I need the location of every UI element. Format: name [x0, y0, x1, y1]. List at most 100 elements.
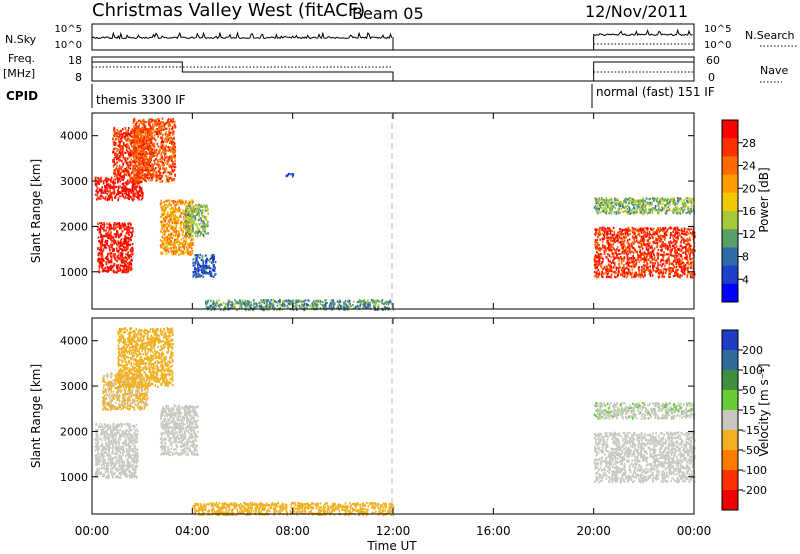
- velocity-cbar-swatch-0: [722, 330, 738, 351]
- power-cbar-tick-5: 8: [742, 251, 749, 264]
- power-region-9: [593, 226, 696, 279]
- power-heatmap: [94, 117, 696, 312]
- power-cbar-tick-6: 4: [742, 273, 749, 286]
- nave-tick-right-bottom: 0: [708, 71, 715, 84]
- velocity-cbar-tick-4: -15: [742, 424, 760, 437]
- time-tick-4: 16:00: [476, 524, 511, 538]
- power-region-0: [94, 176, 144, 202]
- power-region-8: [205, 299, 395, 312]
- velocity-y-label: Slant Range [km]: [29, 364, 43, 468]
- nsearch-label: N.Search: [745, 29, 795, 42]
- power-y-axis: 4000 3000 2000 1000: [60, 130, 694, 279]
- velocity-cbar-tick-2: 50: [742, 384, 756, 397]
- velocity-cbar-swatch-1: [722, 350, 738, 371]
- velocity-cbar-swatch-4: [722, 410, 738, 431]
- velocity-region-0: [94, 422, 139, 479]
- power-cbar-swatch-7: [722, 247, 738, 267]
- nsky-tick-right-top: 10^5: [704, 24, 731, 35]
- power-cbar-swatch-6: [722, 229, 738, 248]
- time-tick-6: 00:00: [677, 524, 712, 538]
- velocity-cbar-tick-1: 100: [742, 364, 763, 377]
- time-tick-5: 20:00: [576, 524, 611, 538]
- power-panel: 4000 3000 2000 1000 Slant Range [km]: [29, 112, 696, 312]
- velocity-y-tick: 2000: [60, 425, 88, 438]
- power-cbar-swatch-1: [722, 138, 738, 157]
- velocity-colorbar: 200 100 50 15 -15 -50 -100 -200: [721, 329, 767, 511]
- power-y-tick: 2000: [60, 220, 88, 233]
- freq-tick-left-bottom: 8: [75, 71, 82, 84]
- freq-panel: Freq. [MHz] 18 8 60 0 Nave: [3, 52, 788, 84]
- time-tick-0: 00:00: [75, 524, 110, 538]
- nave-label: Nave: [760, 64, 788, 77]
- velocity-y-tick: 4000: [60, 335, 88, 348]
- freq-label: Freq.: [8, 52, 35, 65]
- nsky-label: N.Sky: [5, 33, 37, 46]
- velocity-cbar-swatch-6: [722, 450, 738, 471]
- velocity-region-2: [117, 327, 174, 389]
- power-cbar-tick-0: 28: [742, 137, 756, 150]
- date-label: 12/Nov/2011: [585, 2, 688, 21]
- cpid-row: CPID themis 3300 IF normal (fast) 151 IF: [6, 84, 715, 108]
- velocity-colorbar-label: Velocity [m s⁻¹]: [757, 363, 771, 456]
- power-cbar-tick-3: 16: [742, 205, 756, 218]
- velocity-cbar-swatch-5: [722, 430, 738, 451]
- power-cbar-swatch-9: [722, 283, 738, 303]
- nsky-tick-right-bottom: 10^0: [704, 40, 731, 51]
- velocity-region-5: [593, 431, 696, 484]
- power-region-5: [185, 203, 209, 238]
- power-y-tick: 1000: [60, 266, 88, 279]
- power-cbar-swatch-0: [722, 120, 738, 139]
- power-cbar-swatch-8: [722, 265, 738, 285]
- power-cbar-swatch-5: [722, 211, 738, 230]
- velocity-cbar-swatch-7: [722, 470, 738, 491]
- power-region-10: [593, 196, 695, 215]
- velocity-region-3: [159, 404, 199, 457]
- power-region-6: [192, 253, 217, 279]
- nsky-trace: [91, 28, 694, 50]
- nsky-tick-left-top: 10^5: [55, 24, 82, 35]
- velocity-heatmap: [94, 327, 696, 517]
- nsky-tick-left-bottom: 10^0: [55, 40, 82, 51]
- power-y-tick: 4000: [60, 130, 88, 143]
- velocity-cbar-tick-7: -200: [742, 484, 767, 497]
- time-axis-label: Time UT: [366, 539, 417, 553]
- power-y-label: Slant Range [km]: [29, 159, 43, 263]
- velocity-cbar-tick-0: 200: [742, 344, 763, 357]
- freq-tick-left-top: 18: [68, 54, 82, 67]
- power-cbar-swatch-3: [722, 174, 738, 194]
- velocity-y-tick: 1000: [60, 471, 88, 484]
- power-cbar-tick-1: 24: [742, 160, 756, 173]
- time-tick-1: 04:00: [175, 524, 210, 538]
- cpid-mode-themis: themis 3300 IF: [96, 93, 186, 107]
- velocity-cbar-swatch-2: [722, 370, 738, 391]
- station-title: Christmas Valley West (fitACF): [92, 0, 365, 21]
- power-region-3: [132, 117, 177, 183]
- power-cbar-swatch-4: [722, 192, 738, 212]
- time-tick-3: 12:00: [376, 524, 411, 538]
- velocity-cbar-tick-6: -100: [742, 464, 767, 477]
- cpid-label: CPID: [6, 89, 38, 103]
- power-region-7: [285, 172, 295, 178]
- cpid-mode-normal: normal (fast) 151 IF: [596, 85, 715, 99]
- beam-label: Beam 05: [352, 4, 424, 23]
- freq-unit: [MHz]: [3, 67, 35, 80]
- velocity-region-6: [593, 402, 696, 420]
- power-cbar-swatch-2: [722, 156, 738, 176]
- velocity-panel: 4000 3000 2000 1000 Slant Range [km]: [29, 317, 696, 517]
- velocity-cbar-swatch-8: [722, 490, 738, 511]
- power-colorbar-label: Power [dB]: [757, 167, 771, 232]
- nsky-panel: N.Sky 10^5 10^0 10^5 10^0 N.Search: [5, 23, 798, 51]
- velocity-y-tick: 3000: [60, 380, 88, 393]
- time-axis: 00:00 04:00 08:00 12:00 16:00 20:00 00:00: [75, 113, 712, 538]
- power-y-tick: 3000: [60, 175, 88, 188]
- power-cbar-tick-4: 12: [742, 228, 756, 241]
- power-cbar-tick-2: 20: [742, 182, 756, 195]
- time-tick-2: 08:00: [275, 524, 310, 538]
- freq-trace: [91, 61, 694, 81]
- nave-tick-right-top: 60: [706, 54, 720, 67]
- velocity-cbar-tick-3: 15: [742, 404, 756, 417]
- power-colorbar: 28 24 20 16 12 8 4: [721, 119, 756, 303]
- velocity-cbar-tick-5: -50: [742, 444, 760, 457]
- velocity-cbar-swatch-3: [722, 390, 738, 411]
